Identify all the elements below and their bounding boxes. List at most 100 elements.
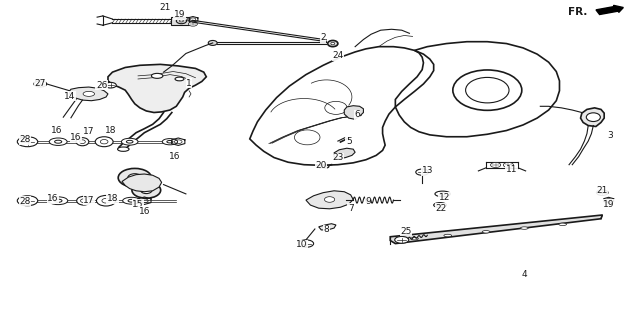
Ellipse shape <box>395 236 409 243</box>
Ellipse shape <box>440 193 446 195</box>
Ellipse shape <box>76 138 89 146</box>
Text: 21: 21 <box>160 3 171 12</box>
Ellipse shape <box>328 41 338 47</box>
Ellipse shape <box>54 199 62 202</box>
Ellipse shape <box>438 204 443 206</box>
Ellipse shape <box>503 163 513 168</box>
Ellipse shape <box>54 140 61 143</box>
Ellipse shape <box>167 140 173 143</box>
Ellipse shape <box>490 163 500 168</box>
Ellipse shape <box>17 196 38 206</box>
Ellipse shape <box>559 223 566 226</box>
Text: 9: 9 <box>365 197 371 206</box>
Text: 24: 24 <box>332 51 344 61</box>
Text: 28: 28 <box>19 135 31 144</box>
Text: FR.: FR. <box>568 7 587 17</box>
Text: 12: 12 <box>439 193 450 202</box>
Text: 15: 15 <box>132 200 144 209</box>
Ellipse shape <box>118 147 129 151</box>
Ellipse shape <box>520 227 528 229</box>
Text: 18: 18 <box>107 194 118 203</box>
Ellipse shape <box>17 137 38 147</box>
Ellipse shape <box>208 41 217 46</box>
Ellipse shape <box>95 137 113 147</box>
Text: 27: 27 <box>35 79 46 87</box>
Ellipse shape <box>152 73 163 78</box>
Text: 18: 18 <box>105 126 116 135</box>
Polygon shape <box>108 64 206 113</box>
Ellipse shape <box>176 18 186 24</box>
Ellipse shape <box>416 169 429 175</box>
Text: 10: 10 <box>296 240 308 249</box>
Text: 6: 6 <box>354 110 360 119</box>
Text: 16: 16 <box>51 126 63 135</box>
Polygon shape <box>306 191 353 209</box>
Text: 16: 16 <box>47 194 59 203</box>
Text: 14: 14 <box>64 92 76 101</box>
Ellipse shape <box>434 202 447 207</box>
Ellipse shape <box>100 139 108 144</box>
Ellipse shape <box>128 199 135 202</box>
Text: 16: 16 <box>139 207 150 216</box>
Ellipse shape <box>81 199 87 202</box>
Text: 11: 11 <box>506 165 517 174</box>
Polygon shape <box>334 148 355 159</box>
Ellipse shape <box>586 113 600 121</box>
Text: 17: 17 <box>83 127 95 136</box>
Ellipse shape <box>97 195 116 206</box>
Polygon shape <box>319 224 336 230</box>
Ellipse shape <box>141 187 152 193</box>
Ellipse shape <box>482 231 490 233</box>
Ellipse shape <box>102 198 110 203</box>
Text: 2: 2 <box>321 33 326 42</box>
Text: 4: 4 <box>522 270 527 279</box>
Text: 20: 20 <box>316 161 327 170</box>
Ellipse shape <box>83 91 95 96</box>
Ellipse shape <box>105 82 116 88</box>
Ellipse shape <box>118 168 152 187</box>
Ellipse shape <box>49 197 68 205</box>
Ellipse shape <box>122 138 138 145</box>
Text: 23: 23 <box>332 153 344 162</box>
Ellipse shape <box>126 140 133 143</box>
Text: 28: 28 <box>19 197 31 206</box>
Text: 3: 3 <box>608 131 614 140</box>
Text: 1: 1 <box>186 79 192 87</box>
Polygon shape <box>390 215 602 244</box>
FancyArrow shape <box>596 5 623 15</box>
Ellipse shape <box>77 196 91 205</box>
Polygon shape <box>344 106 364 119</box>
Ellipse shape <box>444 234 452 237</box>
Ellipse shape <box>179 20 183 22</box>
Ellipse shape <box>298 240 314 247</box>
Text: 7: 7 <box>348 204 353 213</box>
Polygon shape <box>122 174 162 192</box>
Ellipse shape <box>49 138 67 145</box>
Polygon shape <box>172 17 189 25</box>
Polygon shape <box>580 108 604 126</box>
Text: 21: 21 <box>596 186 608 195</box>
Ellipse shape <box>331 42 335 45</box>
Ellipse shape <box>435 191 451 197</box>
Ellipse shape <box>79 140 85 144</box>
Ellipse shape <box>596 190 608 195</box>
Polygon shape <box>70 87 108 101</box>
Text: 25: 25 <box>401 227 412 236</box>
Ellipse shape <box>411 237 419 240</box>
Ellipse shape <box>123 197 141 204</box>
Ellipse shape <box>34 81 47 87</box>
Text: 5: 5 <box>346 137 351 146</box>
Text: 16: 16 <box>169 152 180 161</box>
Text: 26: 26 <box>96 81 108 90</box>
Text: 16: 16 <box>70 134 82 143</box>
Ellipse shape <box>163 139 177 145</box>
Ellipse shape <box>175 77 184 81</box>
Text: 19: 19 <box>173 10 185 19</box>
Text: 22: 22 <box>436 204 447 213</box>
Text: 13: 13 <box>422 166 433 175</box>
Ellipse shape <box>188 22 197 26</box>
Text: 17: 17 <box>83 196 95 205</box>
Text: 8: 8 <box>323 226 329 234</box>
Ellipse shape <box>324 197 335 202</box>
Text: 19: 19 <box>603 200 614 209</box>
